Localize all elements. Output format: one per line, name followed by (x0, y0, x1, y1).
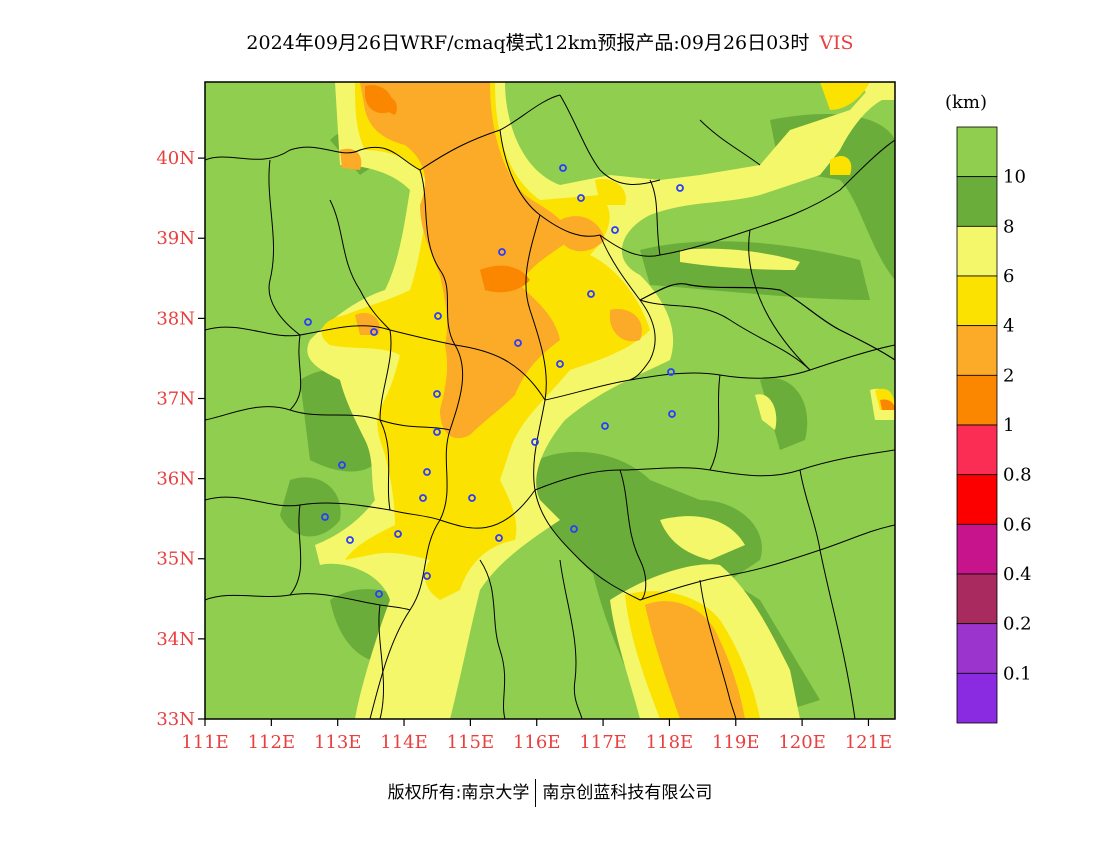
colorbar-label: 10 (1003, 167, 1026, 188)
admin-boundaries (205, 94, 895, 719)
lon-tick-label: 120E (778, 732, 826, 753)
colorbar: (km) 10 8 6 4 2 1 0.8 0.6 0.4 0.2 0.1 (945, 92, 1032, 724)
lon-tick-label: 112E (248, 732, 296, 753)
colorbar-box (956, 523, 998, 575)
lon-tick-label: 111E (181, 732, 229, 753)
colorbar-label: 2 (1003, 365, 1014, 386)
colorbar-label: 6 (1003, 266, 1014, 287)
lon-tick-label: 114E (380, 732, 428, 753)
lat-tick-label: 38N (156, 308, 195, 329)
map-frame (204, 81, 896, 720)
lat-tick-label: 37N (156, 388, 195, 409)
colorbar-box (956, 474, 998, 525)
footer-divider (535, 779, 537, 807)
lon-tick-label: 121E (845, 732, 893, 753)
variable-label: VIS (819, 32, 854, 54)
lat-tick-label: 36N (156, 469, 195, 490)
lat-tick-label: 34N (156, 629, 195, 650)
colorbar-label: 8 (1003, 216, 1014, 237)
coastline (639, 283, 895, 361)
page-title: 2024年09月26日WRF/cmaq模式12km预报产品:09月26日03时 V… (0, 28, 1100, 55)
lon-tick-label: 118E (646, 732, 694, 753)
colorbar-box (956, 623, 998, 674)
colorbar-label: 0.8 (1003, 465, 1032, 486)
vis-class-2-4 (340, 82, 745, 719)
colorbar-box (956, 374, 998, 426)
city-markers (304, 164, 684, 598)
colorbar-label: 0.2 (1003, 614, 1032, 635)
lat-tick-label: 33N (156, 709, 195, 730)
footer: 版权所有:南京大学 南京创蓝科技有限公司 (0, 778, 1100, 807)
lon-tick-label: 116E (513, 732, 561, 753)
latitude-axis: 33N 34N 35N 36N 37N 38N 39N 40N (156, 148, 205, 730)
lat-tick-label: 35N (156, 549, 195, 570)
longitude-axis: 111E 112E 113E 114E 115E 116E 117E 118E 119E 120E… (181, 719, 892, 753)
vis-class-1-2 (365, 85, 895, 410)
colorbar-box (956, 424, 998, 476)
colorbar-labels: 10 8 6 4 2 1 0.8 0.6 0.4 0.2 0.1 (1003, 167, 1032, 685)
colorbar-box (956, 573, 998, 625)
colorbar-box (956, 325, 998, 376)
lon-tick-label: 119E (712, 732, 760, 753)
lon-tick-label: 117E (579, 732, 627, 753)
company-text: 南京创蓝科技有限公司 (542, 783, 713, 803)
colorbar-box (956, 176, 998, 227)
colorbar-label: 0.6 (1003, 514, 1032, 535)
visibility-map (205, 82, 895, 719)
lon-tick-label: 115E (447, 732, 495, 753)
colorbar-label: 0.4 (1003, 564, 1032, 585)
copyright-text: 版权所有:南京大学 (387, 783, 530, 803)
colorbar-label: 4 (1003, 316, 1014, 337)
colorbar-box (956, 672, 998, 724)
lat-tick-label: 39N (156, 228, 195, 249)
colorbar-box (956, 275, 998, 327)
colorbar-unit: (km) (945, 92, 987, 113)
colorbar-box (956, 225, 998, 277)
colorbar-label: 1 (1003, 415, 1014, 436)
colorbar-boxes (956, 126, 998, 724)
lon-tick-label: 113E (314, 732, 362, 753)
title-text: 2024年09月26日WRF/cmaq模式12km预报产品:09月26日03时 (246, 32, 810, 54)
colorbar-label: 0.1 (1003, 663, 1032, 684)
lat-tick-label: 40N (156, 148, 195, 169)
colorbar-box (956, 126, 998, 178)
